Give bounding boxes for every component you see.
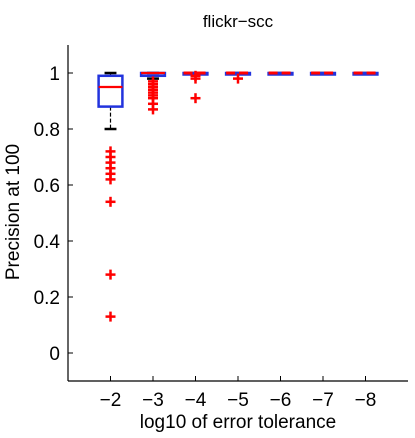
outlier-point xyxy=(190,93,201,104)
outlier-point xyxy=(105,269,116,280)
outlier-point xyxy=(233,73,243,84)
outlier-point xyxy=(148,104,158,115)
y-tick-label: 0.4 xyxy=(34,232,61,253)
axes: 0 0.2 0.4 0.6 0.8 1 −2 −3 −4 −5 −6 −7 −8 xyxy=(34,45,408,411)
y-tick-label: 0.6 xyxy=(34,176,60,197)
box-group xyxy=(139,71,167,115)
x-axis-label: log10 of error tolerance xyxy=(140,412,336,433)
y-tick-label: 1 xyxy=(49,64,60,85)
box-group xyxy=(267,71,294,76)
y-tick-label: 0.2 xyxy=(34,288,60,309)
box-group xyxy=(309,71,337,76)
y-tick-label: 0 xyxy=(49,344,60,365)
x-tick-label: −7 xyxy=(312,390,334,411)
box-group xyxy=(182,70,209,104)
outlier-point xyxy=(105,174,116,185)
outlier-point xyxy=(105,311,116,322)
outlier-point xyxy=(105,196,116,207)
box-iqr xyxy=(97,74,124,108)
y-axis-label: Precision at 100 xyxy=(3,144,24,280)
outlier-point xyxy=(190,73,201,84)
chart-title: flickr−scc xyxy=(203,12,274,31)
x-tick-label: −4 xyxy=(185,390,207,411)
y-tick-label: 0.8 xyxy=(34,120,60,141)
box-marks xyxy=(97,70,379,322)
box-group xyxy=(97,71,124,322)
x-tick-label: −6 xyxy=(270,390,292,411)
x-tick-label: −5 xyxy=(227,390,249,411)
box-group xyxy=(352,71,379,76)
x-tick-label: −8 xyxy=(355,390,377,411)
box-group xyxy=(224,71,252,84)
x-tick-label: −2 xyxy=(100,390,122,411)
x-tick-label: −3 xyxy=(142,390,164,411)
